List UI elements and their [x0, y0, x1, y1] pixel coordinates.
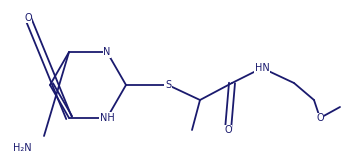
Text: H₂N: H₂N — [13, 143, 32, 153]
Text: HN: HN — [255, 63, 270, 73]
Text: O: O — [24, 13, 32, 23]
Text: N: N — [103, 47, 111, 57]
Text: O: O — [316, 113, 324, 123]
Text: O: O — [224, 125, 232, 135]
Text: NH: NH — [100, 113, 115, 123]
Text: S: S — [165, 80, 171, 90]
